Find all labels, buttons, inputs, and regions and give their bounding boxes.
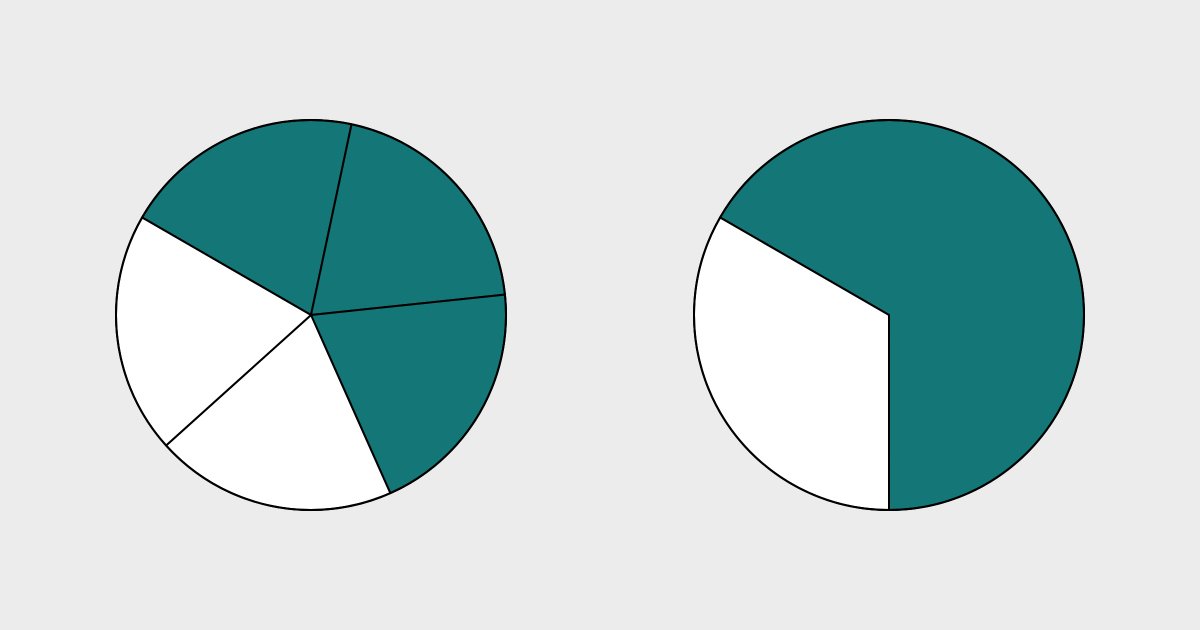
right-pie (690, 116, 1088, 514)
right-pie-svg (690, 116, 1088, 514)
left-pie (112, 116, 510, 514)
left-pie-svg (112, 116, 510, 514)
